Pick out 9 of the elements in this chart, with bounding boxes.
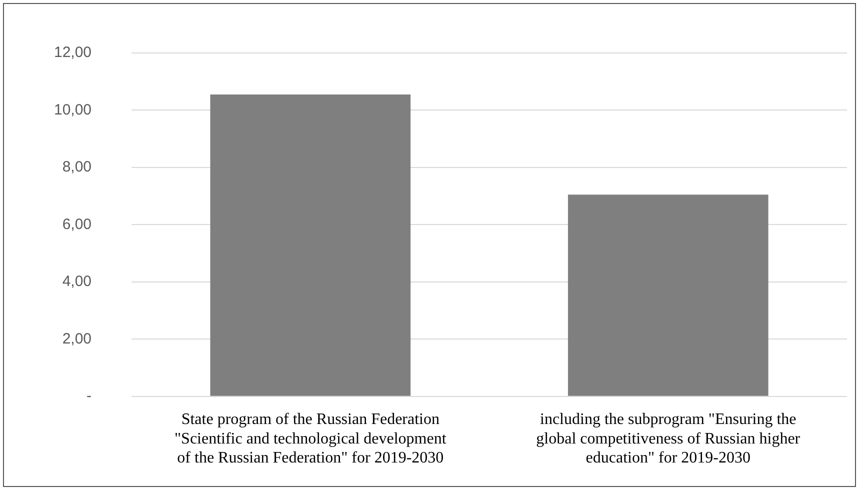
y-tick-label: 2,00 [62, 330, 92, 348]
x-tick-label: including the subprogram "Ensuring the global competitiveness of Russian higher education" for 2019-2030 [536, 411, 801, 467]
x-tick-label: State program of the Russian Federation "Scientific and technological development of the Russian Federation" for 2019-2030 [174, 411, 447, 467]
y-tick-label: 12,00 [54, 44, 92, 62]
y-tick-label: 6,00 [62, 216, 92, 233]
y-tick-label: 8,00 [62, 158, 92, 176]
y-tick-label: 4,00 [62, 273, 92, 290]
y-tick-label: - [86, 388, 92, 405]
y-tick-label: 10,00 [54, 101, 92, 118]
